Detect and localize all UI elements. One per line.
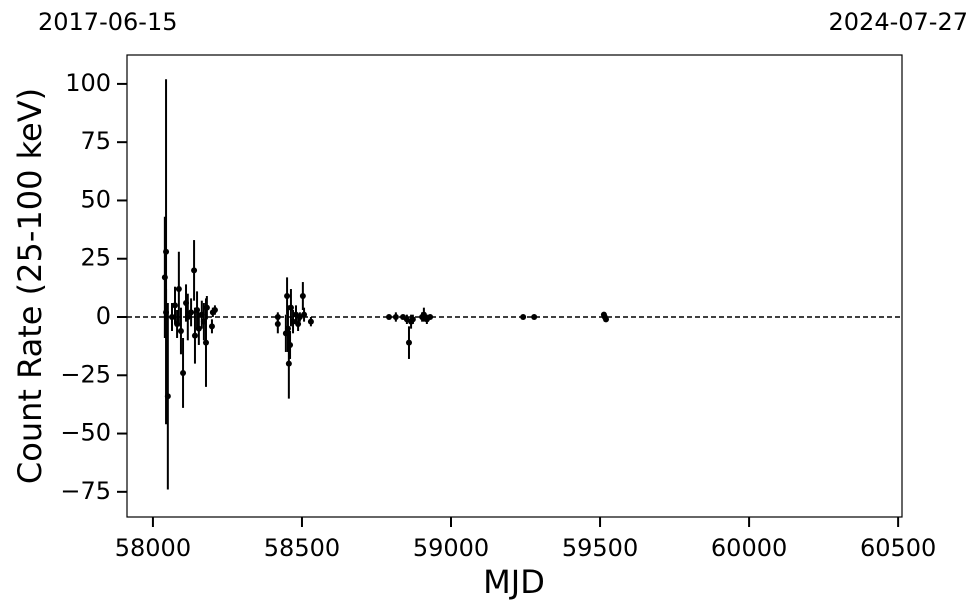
data-point: [163, 248, 170, 255]
data-point: [392, 314, 399, 321]
x-axis-label: MJD: [483, 563, 545, 601]
data-point: [175, 286, 182, 293]
y-tick-label: −50: [60, 419, 111, 447]
data-point: [191, 332, 198, 339]
y-tick-label: 50: [80, 185, 111, 213]
data-point: [195, 325, 202, 332]
y-tick-label: 25: [80, 244, 111, 272]
data-point: [169, 314, 176, 321]
plot-frame: [126, 54, 903, 518]
data-point: [202, 339, 209, 346]
data-point: [531, 314, 538, 321]
data-point: [420, 311, 427, 318]
x-tick-label: 58000: [115, 534, 191, 562]
x-tick-label: 59500: [562, 534, 638, 562]
data-point: [287, 341, 294, 348]
data-point: [274, 320, 281, 327]
x-tick-label: 60000: [711, 534, 787, 562]
data-point: [299, 293, 306, 300]
y-tick-label: 0: [96, 302, 111, 330]
top-right-label: 2024-07-27: [829, 8, 968, 36]
data-point: [307, 318, 314, 325]
data-point: [287, 304, 294, 311]
data-point: [274, 314, 281, 321]
data-point: [163, 309, 170, 316]
y-axis-label: Count Rate (25-100 keV): [11, 88, 49, 484]
data-point: [603, 316, 610, 323]
data-point: [177, 327, 184, 334]
data-point: [301, 311, 308, 318]
data-point: [164, 393, 171, 400]
x-tick-label: 60500: [860, 534, 936, 562]
data-point: [386, 314, 393, 321]
y-tick-label: 75: [80, 127, 111, 155]
data-point: [285, 360, 292, 367]
data-point: [520, 314, 527, 321]
data-point: [194, 307, 201, 314]
data-point: [203, 304, 210, 311]
data-point: [208, 323, 215, 330]
data-point: [284, 293, 291, 300]
data-point: [405, 339, 412, 346]
y-tick-label: −75: [60, 477, 111, 505]
data-point: [290, 318, 297, 325]
y-tick-label: 100: [65, 69, 111, 97]
x-tick-label: 58500: [264, 534, 340, 562]
data-point: [427, 314, 434, 321]
data-point: [211, 307, 218, 314]
data-point: [171, 302, 178, 309]
data-point: [184, 314, 191, 321]
x-tick-label: 59000: [413, 534, 489, 562]
data-point: [188, 309, 195, 316]
data-point: [180, 369, 187, 376]
data-point: [409, 316, 416, 323]
top-left-label: 2017-06-15: [38, 8, 177, 36]
y-tick-label: −25: [60, 360, 111, 388]
data-point: [295, 320, 302, 327]
data-point: [191, 267, 198, 274]
